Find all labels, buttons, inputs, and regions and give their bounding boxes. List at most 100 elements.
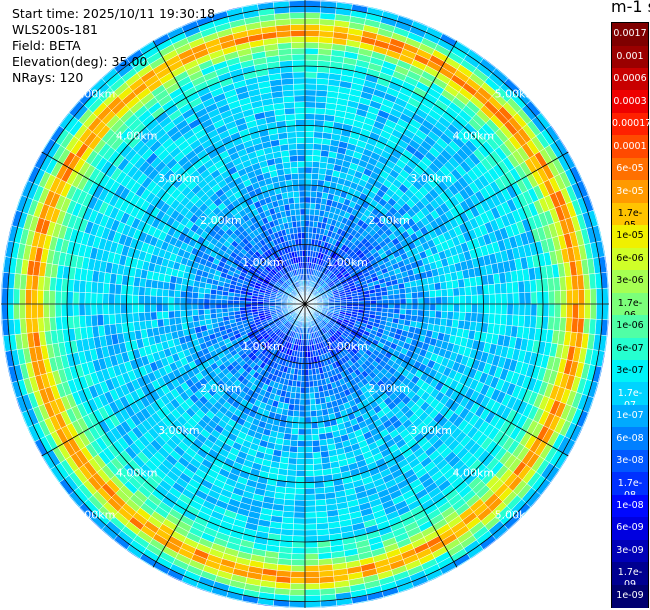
range-gate (31, 458, 46, 477)
range-gate (494, 283, 502, 295)
range-gate (559, 475, 575, 494)
range-gate (422, 0, 441, 6)
range-gate (592, 173, 606, 192)
range-gate (417, 591, 436, 605)
range-gate (500, 293, 508, 305)
range-gate (393, 303, 401, 310)
range-gate (459, 563, 478, 578)
range-gate (510, 546, 529, 564)
range-gate (539, 502, 556, 520)
range-gate (405, 298, 413, 305)
range-gate (564, 131, 579, 150)
range-gate (314, 391, 321, 399)
range-gate (304, 12, 321, 20)
range-gate (435, 303, 443, 312)
range-gate (1, 368, 7, 386)
range-gate (304, 428, 313, 436)
range-gate (494, 293, 502, 305)
range-gate (524, 303, 532, 317)
range-gate (465, 20, 484, 35)
range-gate (304, 59, 319, 67)
range-gate (304, 505, 317, 513)
range-gate (399, 293, 407, 300)
ray-sector (304, 0, 457, 305)
range-gate (304, 226, 310, 233)
range-gate (310, 190, 318, 198)
range-gate (317, 427, 326, 435)
range-gate (292, 410, 300, 418)
range-gate (386, 603, 405, 608)
range-gate (554, 303, 562, 318)
range-gate (304, 351, 309, 358)
range-gate (530, 303, 538, 317)
range-gate (369, 602, 387, 608)
range-gate (505, 314, 514, 327)
range-gate (295, 482, 306, 489)
range-gate (543, 84, 560, 103)
range-gate (566, 303, 574, 319)
range-gate (471, 294, 478, 305)
range-gate (304, 131, 315, 138)
range-gate (312, 451, 322, 459)
range-gate (310, 422, 319, 430)
range-gate (511, 69, 529, 86)
range-gate (400, 592, 419, 605)
range-gate (564, 458, 579, 477)
range-gate (304, 553, 319, 561)
range-gate (423, 309, 431, 318)
range-gate (506, 292, 514, 305)
range-gate (470, 285, 478, 296)
range-gate (435, 296, 443, 305)
range-gate (587, 414, 600, 433)
range-gate (434, 310, 442, 319)
range-gate (309, 398, 316, 406)
range-gate (13, 449, 28, 468)
range-gate (428, 283, 436, 292)
range-gate (294, 493, 306, 501)
range-gate (441, 296, 449, 305)
range-gate (518, 292, 526, 305)
range-gate (16, 429, 30, 448)
range-gate (548, 290, 556, 305)
range-gate (35, 475, 51, 494)
range-gate (304, 77, 318, 85)
range-gate (39, 492, 56, 511)
range-gate (447, 17, 466, 32)
range-gate (589, 288, 597, 305)
range-gate (531, 518, 549, 536)
range-gate (280, 528, 294, 536)
range-gate (304, 184, 312, 192)
range-gate (468, 15, 487, 30)
range-gate (465, 295, 472, 305)
range-gate (579, 122, 594, 141)
range-gate (453, 295, 460, 305)
range-gate (304, 89, 317, 97)
range-gate (578, 303, 585, 319)
range-gate (364, 303, 371, 308)
range-gate (399, 303, 407, 310)
range-gate (554, 290, 562, 305)
range-gate (445, 571, 464, 586)
range-gate (584, 288, 591, 305)
range-gate (486, 48, 504, 64)
range-gate (304, 440, 313, 448)
range-gate (450, 581, 469, 596)
range-gate (566, 289, 574, 305)
range-gate (423, 290, 431, 299)
range-gate (572, 303, 579, 319)
range-gate (294, 398, 301, 406)
range-gate (417, 297, 425, 305)
range-gate (11, 432, 25, 451)
range-gate (595, 303, 603, 320)
range-gate (296, 446, 306, 454)
range-gate (310, 410, 318, 418)
range-gate (564, 478, 580, 497)
range-gate (468, 578, 487, 593)
range-gate (304, 190, 312, 198)
range-gate (423, 297, 431, 305)
range-gate (428, 316, 436, 325)
range-gate (309, 214, 315, 222)
range-gate (312, 149, 322, 157)
range-gate (523, 56, 541, 73)
